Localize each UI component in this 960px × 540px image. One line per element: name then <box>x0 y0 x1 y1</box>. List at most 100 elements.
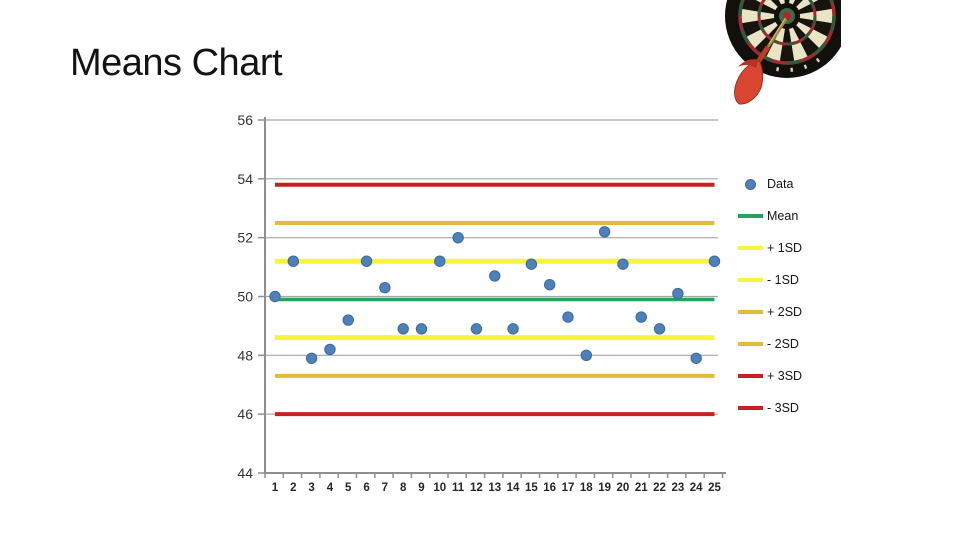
legend-line-icon <box>738 374 763 378</box>
x-axis-label: 3 <box>308 482 314 494</box>
dartboard-wedge <box>779 28 795 63</box>
dartboard-number-mark <box>803 64 808 70</box>
dartboard-wedge <box>796 21 829 50</box>
x-axis-label: 12 <box>470 482 483 494</box>
legend-line-icon <box>738 406 763 410</box>
y-axis-label: 54 <box>237 171 253 187</box>
data-point <box>287 255 300 267</box>
x-axis-label: 5 <box>345 482 352 494</box>
legend-label: Mean <box>767 209 799 223</box>
dartboard-wedge <box>792 0 804 7</box>
data-point <box>360 255 373 267</box>
data-point <box>305 352 318 364</box>
data-point <box>489 270 501 282</box>
data-point <box>415 323 428 335</box>
x-axis-label: 24 <box>690 482 703 494</box>
dartboard-number-mark <box>790 67 794 72</box>
dartboard-wedge <box>789 0 796 5</box>
dartboard-wedge <box>792 25 821 58</box>
dartboard-wedge <box>798 0 834 14</box>
y-axis-label: 44 <box>237 465 253 481</box>
legend-item-data: Data <box>738 168 802 200</box>
data-point <box>452 231 464 244</box>
data-point <box>653 323 666 335</box>
x-axis-label: 14 <box>507 482 520 494</box>
x-axis-label: 10 <box>433 482 446 494</box>
dartboard-image <box>725 0 841 105</box>
data-point <box>543 279 556 291</box>
legend-label: + 2SD <box>767 305 803 319</box>
legend-label: + 1SD <box>767 241 803 255</box>
dartboard-number-mark <box>776 67 780 72</box>
legend-label: - 3SD <box>767 401 799 415</box>
x-axis-label: 8 <box>400 482 407 494</box>
legend-item-1sd: + 1SD <box>738 232 802 264</box>
x-axis-label: 1 <box>272 482 279 494</box>
legend-marker-line <box>738 406 763 410</box>
x-axis-label: 13 <box>488 482 501 494</box>
dartboard-wedge <box>740 8 775 24</box>
data-point <box>525 258 538 270</box>
x-axis-label: 11 <box>452 482 465 494</box>
y-axis-label: 50 <box>237 289 253 305</box>
dartboard-number-mark <box>815 57 821 63</box>
legend-label: - 2SD <box>767 337 799 351</box>
legend-marker-line <box>738 342 763 346</box>
x-axis-label: 7 <box>382 482 388 494</box>
data-point <box>470 323 483 335</box>
legend-marker-line <box>738 245 763 251</box>
x-axis-label: 22 <box>653 482 666 494</box>
dartboard-wedge <box>789 27 809 63</box>
dartboard-wedge <box>784 0 790 4</box>
data-point <box>324 343 336 356</box>
legend-item-3sd: - 3SD <box>738 392 802 424</box>
legend-line-icon <box>738 245 763 251</box>
data-point <box>617 258 629 270</box>
data-point <box>379 281 391 294</box>
x-axis-label: 21 <box>635 482 648 494</box>
legend-line-icon <box>738 342 763 346</box>
dartboard-triple-ring-green <box>757 0 817 46</box>
x-axis-label: 25 <box>708 482 721 494</box>
chart-legend: Data Mean + 1SD - 1SD + 2SD - 2SD + 3SD - 3SD <box>738 168 802 424</box>
dart-flight <box>734 59 764 105</box>
dartboard-wedge <box>778 0 785 5</box>
dart-shaft-highlight <box>768 17 786 45</box>
data-point <box>342 314 354 326</box>
x-axis-label: 9 <box>418 482 424 494</box>
x-axis-label: 2 <box>290 482 296 494</box>
data-point <box>580 349 593 362</box>
dartboard-wedge <box>798 18 834 38</box>
dartboard-wedge <box>740 18 776 38</box>
x-axis-label: 6 <box>363 482 369 494</box>
data-point <box>635 311 647 323</box>
x-axis-label: 4 <box>327 482 334 494</box>
dartboard-double-ring-green <box>738 0 836 65</box>
dart-shaft <box>766 18 788 48</box>
legend-marker-line <box>738 374 763 378</box>
dartboard-wedge <box>799 8 834 24</box>
dartboard-wedge <box>753 25 782 58</box>
dartboard-bullseye <box>783 12 791 20</box>
data-point <box>598 226 611 238</box>
y-axis-label: 56 <box>237 112 253 128</box>
y-axis-label: 46 <box>237 406 253 422</box>
dartboard-wedge <box>765 27 785 63</box>
data-point <box>562 311 574 323</box>
x-axis-label: 23 <box>671 482 684 494</box>
x-axis-label: 19 <box>598 482 611 494</box>
dart-flight-back <box>738 59 759 68</box>
data-point <box>507 323 519 335</box>
data-point <box>690 352 702 364</box>
legend-marker-line <box>738 310 763 314</box>
dart-barrel <box>755 45 771 64</box>
y-axis-label: 52 <box>237 230 253 246</box>
data-point <box>708 255 721 267</box>
legend-item-2sd: + 2SD <box>738 296 802 328</box>
legend-dot-icon <box>738 178 763 190</box>
legend-label: + 3SD <box>767 369 803 383</box>
dartboard-wedge <box>745 21 778 50</box>
legend-line-icon <box>738 277 763 283</box>
